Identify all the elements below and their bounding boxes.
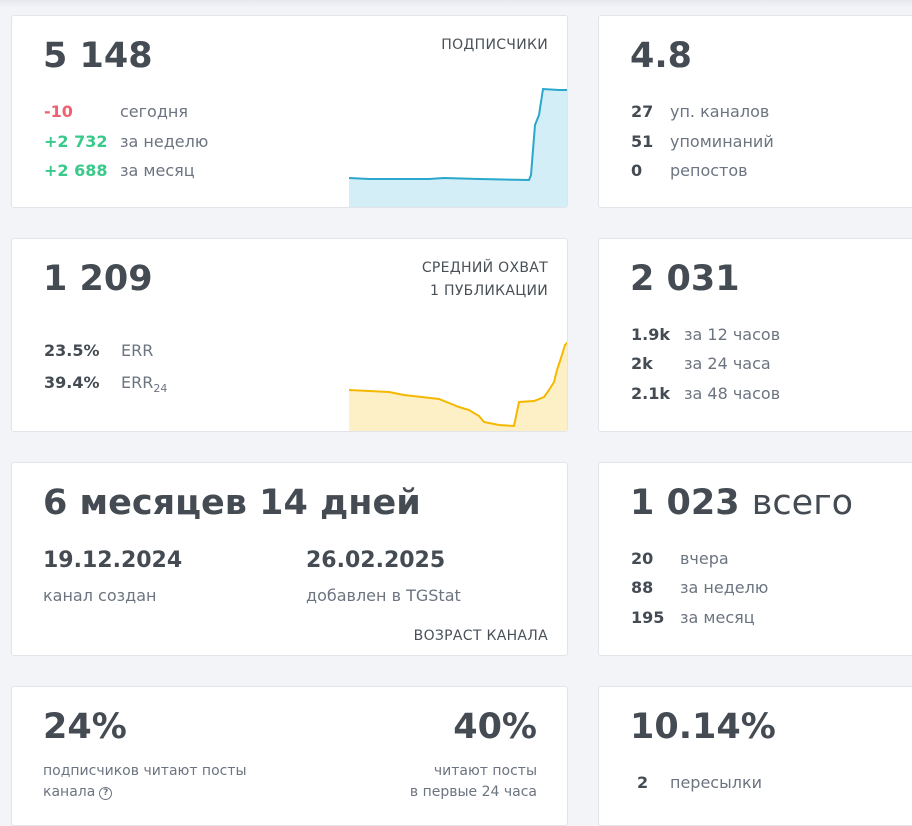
stat-value: 1.9k [631,325,670,344]
readers-24h-label-line2: в первые 24 часа [409,784,537,800]
readers-24h-label-line1: читают посты [433,763,537,779]
err24-row: 39.4% ERR24 [44,373,324,399]
readers-label-line2-text: канала [43,784,96,800]
stat-label: репостов [670,161,748,180]
top-shadow [0,0,912,8]
views-count: 2 031 [630,259,740,299]
stat-label: за месяц [120,161,195,180]
help-icon[interactable]: ? [99,787,113,800]
stat-label: за 12 часов [684,325,781,344]
stat-row: 27 уп. каналов [631,102,911,124]
engagement-rate: 10.14% [630,707,776,747]
subscribers-count: 5 148 [43,36,153,76]
stat-value: 51 [631,132,654,151]
readers-label-line1: подписчиков читают посты [43,763,247,779]
posts-total-suffix: всего [751,483,854,523]
stat-label: сегодня [120,102,188,121]
err-value: 23.5% [44,341,100,360]
stat-value: 195 [631,608,665,627]
age-caption: ВОЗРАСТ КАНАЛА [413,628,548,644]
added-date: 26.02.2025 [306,548,446,573]
stat-value: -10 [44,102,73,121]
stat-value: 0 [631,161,643,180]
created-label: канал создан [43,586,157,605]
stat-value: 2.1k [631,384,670,403]
stat-value: 2k [631,354,653,373]
stat-row: 2 пересылки [637,773,912,795]
stat-row: +2 732 за неделю [44,132,344,154]
channel-age-card[interactable]: 6 месяцев 14 дней 19.12.2024 канал созда… [11,462,568,656]
stat-label: за неделю [120,132,209,151]
stat-label: вчера [680,549,729,568]
citation-index: 4.8 [630,36,693,76]
citation-card[interactable]: 4.8 27 уп. каналов 51 упоминаний 0 репос… [598,15,912,208]
subscribers-caption: ПОДПИСЧИКИ [441,37,548,53]
stat-row: 195 за месяц [631,608,911,630]
stat-label: пересылки [670,773,763,792]
stat-row: 1.9k за 12 часов [631,325,911,347]
stat-value: 20 [631,549,654,568]
stat-label: уп. каналов [670,102,770,121]
stat-value: +2 688 [44,161,108,180]
posts-total: 1 023 всего [630,483,853,523]
stat-label: упоминаний [670,132,774,151]
average-reach: 1 209 [43,259,153,299]
stat-label: за 24 часа [684,354,771,373]
stat-value: 2 [637,773,649,792]
stat-row: 2.1k за 48 часов [631,384,911,406]
subscribers-card[interactable]: 5 148 ПОДПИСЧИКИ -10 сегодня +2 732 за н… [11,15,568,208]
reach-caption: СРЕДНИЙ ОХВАТ 1 ПУБЛИКАЦИИ [422,257,548,303]
err24-subscript: 24 [153,382,168,396]
err-label: ERR [121,341,154,360]
reach-card[interactable]: 1 209 СРЕДНИЙ ОХВАТ 1 ПУБЛИКАЦИИ 23.5% E… [11,238,568,432]
readers-label-line2: канала? [43,782,247,803]
posts-total-value: 1 023 [630,483,740,523]
stat-label: за неделю [680,578,769,597]
reach-caption-line1: СРЕДНИЙ ОХВАТ [421,260,548,276]
stat-label: за 48 часов [684,384,781,403]
err24-value: 39.4% [44,373,100,392]
err24-label: ERR24 [121,373,167,395]
readers-24h-label: читают посты в первые 24 часа [410,761,537,803]
reach-caption-line2: 1 ПУБЛИКАЦИИ [430,283,548,299]
stat-value: 88 [631,578,654,597]
stat-row: +2 688 за месяц [44,161,344,183]
err-row: 23.5% ERR [44,341,324,363]
stat-row: 20 вчера [631,549,911,571]
created-date: 19.12.2024 [43,548,183,573]
channel-age: 6 месяцев 14 дней [43,483,421,523]
stat-value: 27 [631,102,654,121]
posts-card[interactable]: 1 023 всего 20 вчера 88 за неделю 195 за… [598,462,912,656]
readers-label: подписчиков читают посты канала? [43,761,247,803]
subscribers-sparkline[interactable] [349,85,568,208]
err24-label-text: ERR [121,373,154,392]
stat-row: 51 упоминаний [631,132,911,154]
stat-value: +2 732 [44,132,108,151]
readers-24h-percent: 40% [453,707,537,747]
readers-percent: 24% [43,707,127,747]
reach-sparkline[interactable] [349,340,568,432]
views-card[interactable]: 2 031 1.9k за 12 часов 2k за 24 часа 2.1… [598,238,912,432]
stat-label: за месяц [680,608,755,627]
readers-card[interactable]: 24% подписчиков читают посты канала? 40%… [11,686,568,826]
stat-row: 88 за неделю [631,578,911,600]
stat-row: 0 репостов [631,161,911,183]
added-label: добавлен в TGStat [306,586,461,605]
forwards-card[interactable]: 10.14% 2 пересылки [598,686,912,826]
stat-row: 2k за 24 часа [631,354,911,376]
stat-row: -10 сегодня [44,102,344,124]
